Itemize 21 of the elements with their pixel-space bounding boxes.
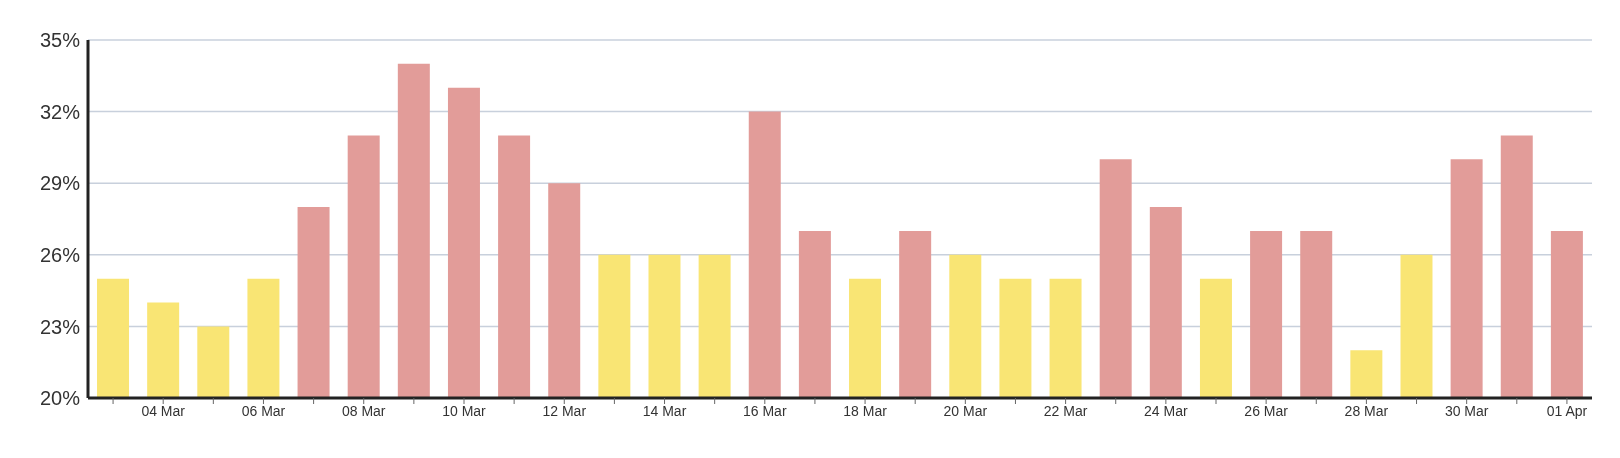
- y-tick-label: 32%: [39, 100, 81, 123]
- y-tick-label: 20%: [39, 387, 81, 410]
- y-tick-label: 26%: [39, 243, 81, 266]
- x-tick-label: 16 Mar: [743, 402, 787, 419]
- x-tick-label: 22 Mar: [1043, 402, 1088, 419]
- x-tick-label: 12 Mar: [542, 402, 587, 419]
- y-tick-label: 23%: [39, 315, 81, 338]
- x-tick-label: 10 Mar: [442, 402, 487, 419]
- x-tick-label: 26 Mar: [1244, 402, 1289, 419]
- y-tick-label: 29%: [39, 172, 81, 195]
- x-tick-label: 18 Mar: [843, 402, 888, 419]
- x-tick-label: 04 Mar: [141, 402, 186, 419]
- x-tick-label: 20 Mar: [943, 402, 988, 419]
- x-tick-label: 06 Mar: [241, 402, 286, 419]
- y-tick-label: 35%: [39, 29, 81, 52]
- x-tick-label: 08 Mar: [341, 402, 386, 419]
- x-tick-label: 01 Apr: [1546, 402, 1588, 419]
- x-tick-label: 28 Mar: [1344, 402, 1389, 419]
- x-tick-label: 14 Mar: [642, 402, 687, 419]
- x-tick-label: 24 Mar: [1144, 402, 1188, 419]
- x-tick-label: 30 Mar: [1444, 402, 1489, 419]
